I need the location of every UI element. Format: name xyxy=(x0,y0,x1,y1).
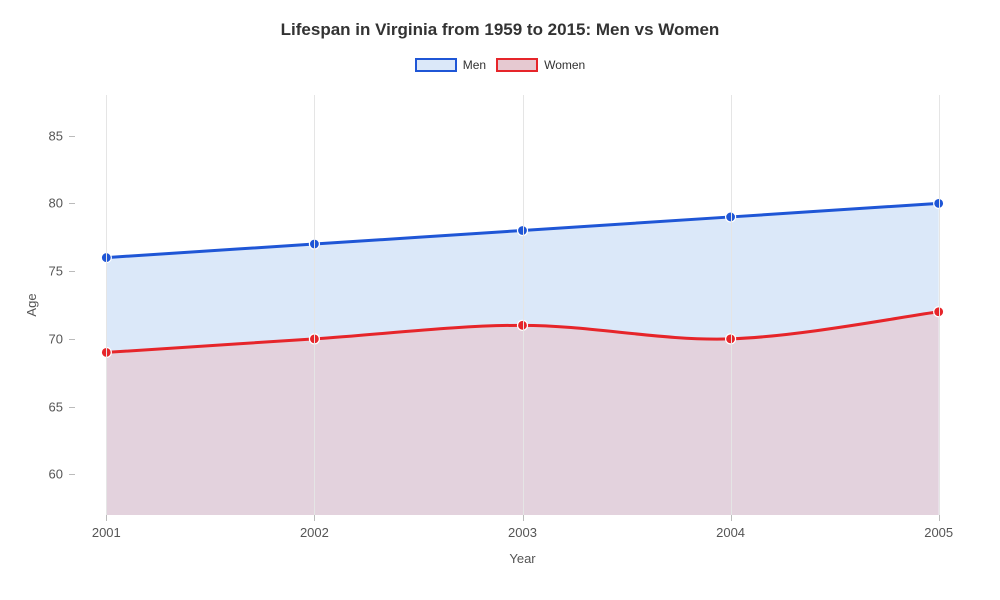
legend-swatch-men xyxy=(415,58,457,72)
legend-label-women: Women xyxy=(544,58,585,72)
y-tick-label: 70 xyxy=(49,331,63,346)
plot-area xyxy=(75,95,970,515)
y-axis-label: Age xyxy=(24,293,39,316)
gridline-v xyxy=(523,95,524,515)
x-tick-mark xyxy=(106,515,107,521)
gridline-v xyxy=(939,95,940,515)
y-tick-mark xyxy=(69,474,75,475)
y-tick-label: 85 xyxy=(49,128,63,143)
x-tick-mark xyxy=(523,515,524,521)
legend-swatch-women xyxy=(496,58,538,72)
gridline-v xyxy=(314,95,315,515)
legend-label-men: Men xyxy=(463,58,486,72)
x-tick-mark xyxy=(731,515,732,521)
gridline-v xyxy=(106,95,107,515)
legend-item-men[interactable]: Men xyxy=(415,58,486,72)
y-tick-mark xyxy=(69,339,75,340)
gridline-v xyxy=(731,95,732,515)
y-tick-label: 75 xyxy=(49,264,63,279)
y-tick-label: 60 xyxy=(49,467,63,482)
legend: Men Women xyxy=(0,58,1000,72)
y-tick-label: 65 xyxy=(49,399,63,414)
x-tick-label: 2004 xyxy=(716,525,745,540)
x-axis-label: Year xyxy=(509,551,535,566)
x-tick-mark xyxy=(939,515,940,521)
y-tick-mark xyxy=(69,203,75,204)
x-tick-label: 2001 xyxy=(92,525,121,540)
legend-item-women[interactable]: Women xyxy=(496,58,585,72)
y-tick-label: 80 xyxy=(49,196,63,211)
x-tick-label: 2002 xyxy=(300,525,329,540)
y-tick-mark xyxy=(69,136,75,137)
x-tick-mark xyxy=(314,515,315,521)
chart-title: Lifespan in Virginia from 1959 to 2015: … xyxy=(0,0,1000,40)
chart-container: Lifespan in Virginia from 1959 to 2015: … xyxy=(0,0,1000,600)
y-tick-mark xyxy=(69,407,75,408)
y-tick-mark xyxy=(69,271,75,272)
x-tick-label: 2003 xyxy=(508,525,537,540)
x-tick-label: 2005 xyxy=(924,525,953,540)
